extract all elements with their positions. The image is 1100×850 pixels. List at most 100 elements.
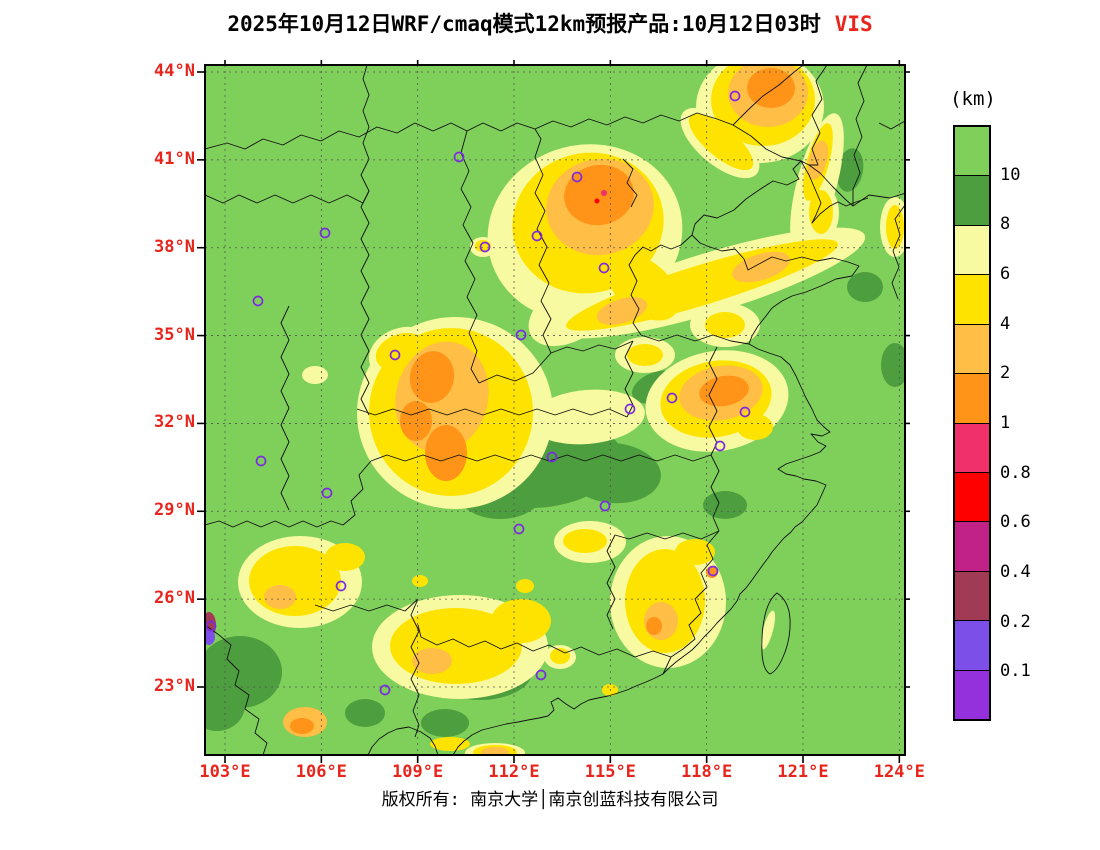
field-patch-yellow — [705, 312, 745, 338]
city-marker — [531, 230, 543, 242]
lat-tick-label: 32°N — [154, 412, 195, 433]
lon-tick-label: 121°E — [777, 762, 829, 782]
colorbar-boundary-label: 0.6 — [1000, 512, 1031, 533]
lat-tick-label: 41°N — [154, 148, 195, 169]
colorbar-boundary-label: 10 — [1000, 164, 1021, 185]
station-markers — [205, 90, 751, 696]
lat-tick-label: 23°N — [154, 675, 195, 696]
city-marker — [205, 620, 217, 632]
colorbar-cell-purple — [955, 670, 989, 720]
province-boundaries — [205, 65, 905, 755]
city-marker — [599, 500, 611, 512]
field-patch-green_dark — [847, 272, 883, 302]
field-patch-yellow — [737, 414, 773, 440]
colorbar-boundary-label: 0.4 — [1000, 562, 1031, 582]
city-marker — [515, 329, 527, 341]
field-patch-green_dark — [205, 679, 245, 731]
field-patch-orange — [425, 425, 467, 481]
city-marker — [321, 487, 333, 499]
city-marker — [513, 523, 525, 535]
visibility-field — [205, 65, 905, 755]
colorbar-cell-orange — [955, 374, 989, 424]
lon-tick-label: 103°E — [199, 762, 251, 782]
city-marker — [546, 451, 558, 463]
map-plot — [195, 55, 915, 765]
city-marker — [453, 151, 465, 163]
city-marker — [729, 90, 741, 102]
field-patch-green_dark — [345, 699, 385, 727]
city-marker — [479, 241, 491, 253]
field-patch-yellow — [688, 113, 754, 171]
lat-tick-label: 35°N — [154, 324, 195, 345]
title-text: 2025年10月12日WRF/cmaq模式12km预报产品:10月12日03时 — [227, 12, 821, 36]
field-patch-pale — [760, 610, 776, 650]
field-patch-orange — [699, 375, 749, 407]
field-patch-red — [594, 198, 600, 204]
colorbar-boundary-label: 0.2 — [1000, 611, 1031, 632]
colorbar-cell-amber — [955, 324, 989, 375]
field-patch-green_dark — [421, 709, 469, 737]
field-patch-green_dark — [703, 491, 747, 519]
colorbar-cell-green_dark — [955, 176, 989, 226]
city-marker — [598, 262, 610, 274]
field-patch-yellow — [675, 539, 715, 565]
field-patch-yellow — [809, 190, 833, 234]
field-patch-orange — [400, 401, 432, 441]
field-patch-yellow — [563, 529, 607, 553]
copyright-footer: 版权所有: 南京大学│南京创蓝科技有限公司 — [381, 790, 719, 810]
colorbar-cell-red — [955, 472, 989, 523]
field-patch-green_dark — [565, 442, 661, 504]
lat-tick-label: 44°N — [154, 61, 195, 81]
city-marker — [714, 440, 726, 452]
plot-border — [204, 64, 906, 756]
field-patch-orange — [646, 617, 662, 635]
lon-tick-label: 106°E — [295, 762, 347, 782]
field-patch-orange — [564, 164, 634, 226]
lon-tick-label: 124°E — [873, 762, 925, 782]
field-patch-pale — [529, 389, 645, 445]
lat-tick-label: 26°N — [154, 588, 195, 609]
field-patch-yellow — [627, 344, 663, 366]
city-marker — [252, 295, 264, 307]
city-marker — [739, 406, 751, 418]
city-marker — [319, 227, 331, 239]
field-patch-amber — [481, 747, 509, 755]
field-patch-orange — [290, 718, 314, 734]
field-patch-amber — [412, 648, 452, 674]
colorbar-boundary-label: 0.1 — [1000, 661, 1031, 682]
city-marker — [255, 455, 267, 467]
field-patch-crimson — [601, 190, 607, 196]
field-patch-orange — [747, 68, 795, 108]
field-patch-yellow — [412, 575, 428, 587]
lat-lon-gridlines — [205, 65, 905, 755]
forecast-map-svg — [197, 60, 910, 763]
lon-tick-label: 109°E — [392, 762, 444, 782]
colorbar-cell-magenta — [955, 522, 989, 572]
colorbar-cell-yellow — [955, 275, 989, 325]
colorbar — [953, 125, 991, 721]
colorbar-cell-base — [955, 127, 989, 177]
field-patch-violet — [205, 629, 215, 645]
colorbar-cell-maroon — [955, 571, 989, 622]
field-patch-yellow — [550, 648, 570, 664]
lon-tick-label: 118°E — [681, 762, 733, 782]
field-patch-yellow — [325, 543, 365, 571]
lon-tick-label: 112°E — [488, 762, 540, 782]
axis-ticks — [197, 60, 910, 763]
city-marker — [571, 171, 583, 183]
colorbar-boundary-label: 4 — [1000, 313, 1011, 334]
field-patch-orange — [409, 351, 455, 403]
city-marker — [666, 392, 678, 404]
field-patch-yellow — [886, 205, 904, 249]
field-patch-pale — [302, 366, 328, 384]
lat-tick-label: 38°N — [154, 236, 195, 257]
field-patch-yellow — [516, 579, 534, 593]
lon-tick-label: 115°E — [584, 762, 636, 782]
field-patch-amber — [264, 585, 296, 609]
colorbar-boundary-label: 1 — [1000, 413, 1011, 433]
city-marker — [624, 403, 636, 415]
colorbar-boundary-label: 8 — [1000, 214, 1011, 235]
field-patch-yellow — [491, 599, 551, 643]
colorbar-cell-crimson — [955, 423, 989, 473]
colorbar-boundary-label: 0.8 — [1000, 462, 1031, 483]
